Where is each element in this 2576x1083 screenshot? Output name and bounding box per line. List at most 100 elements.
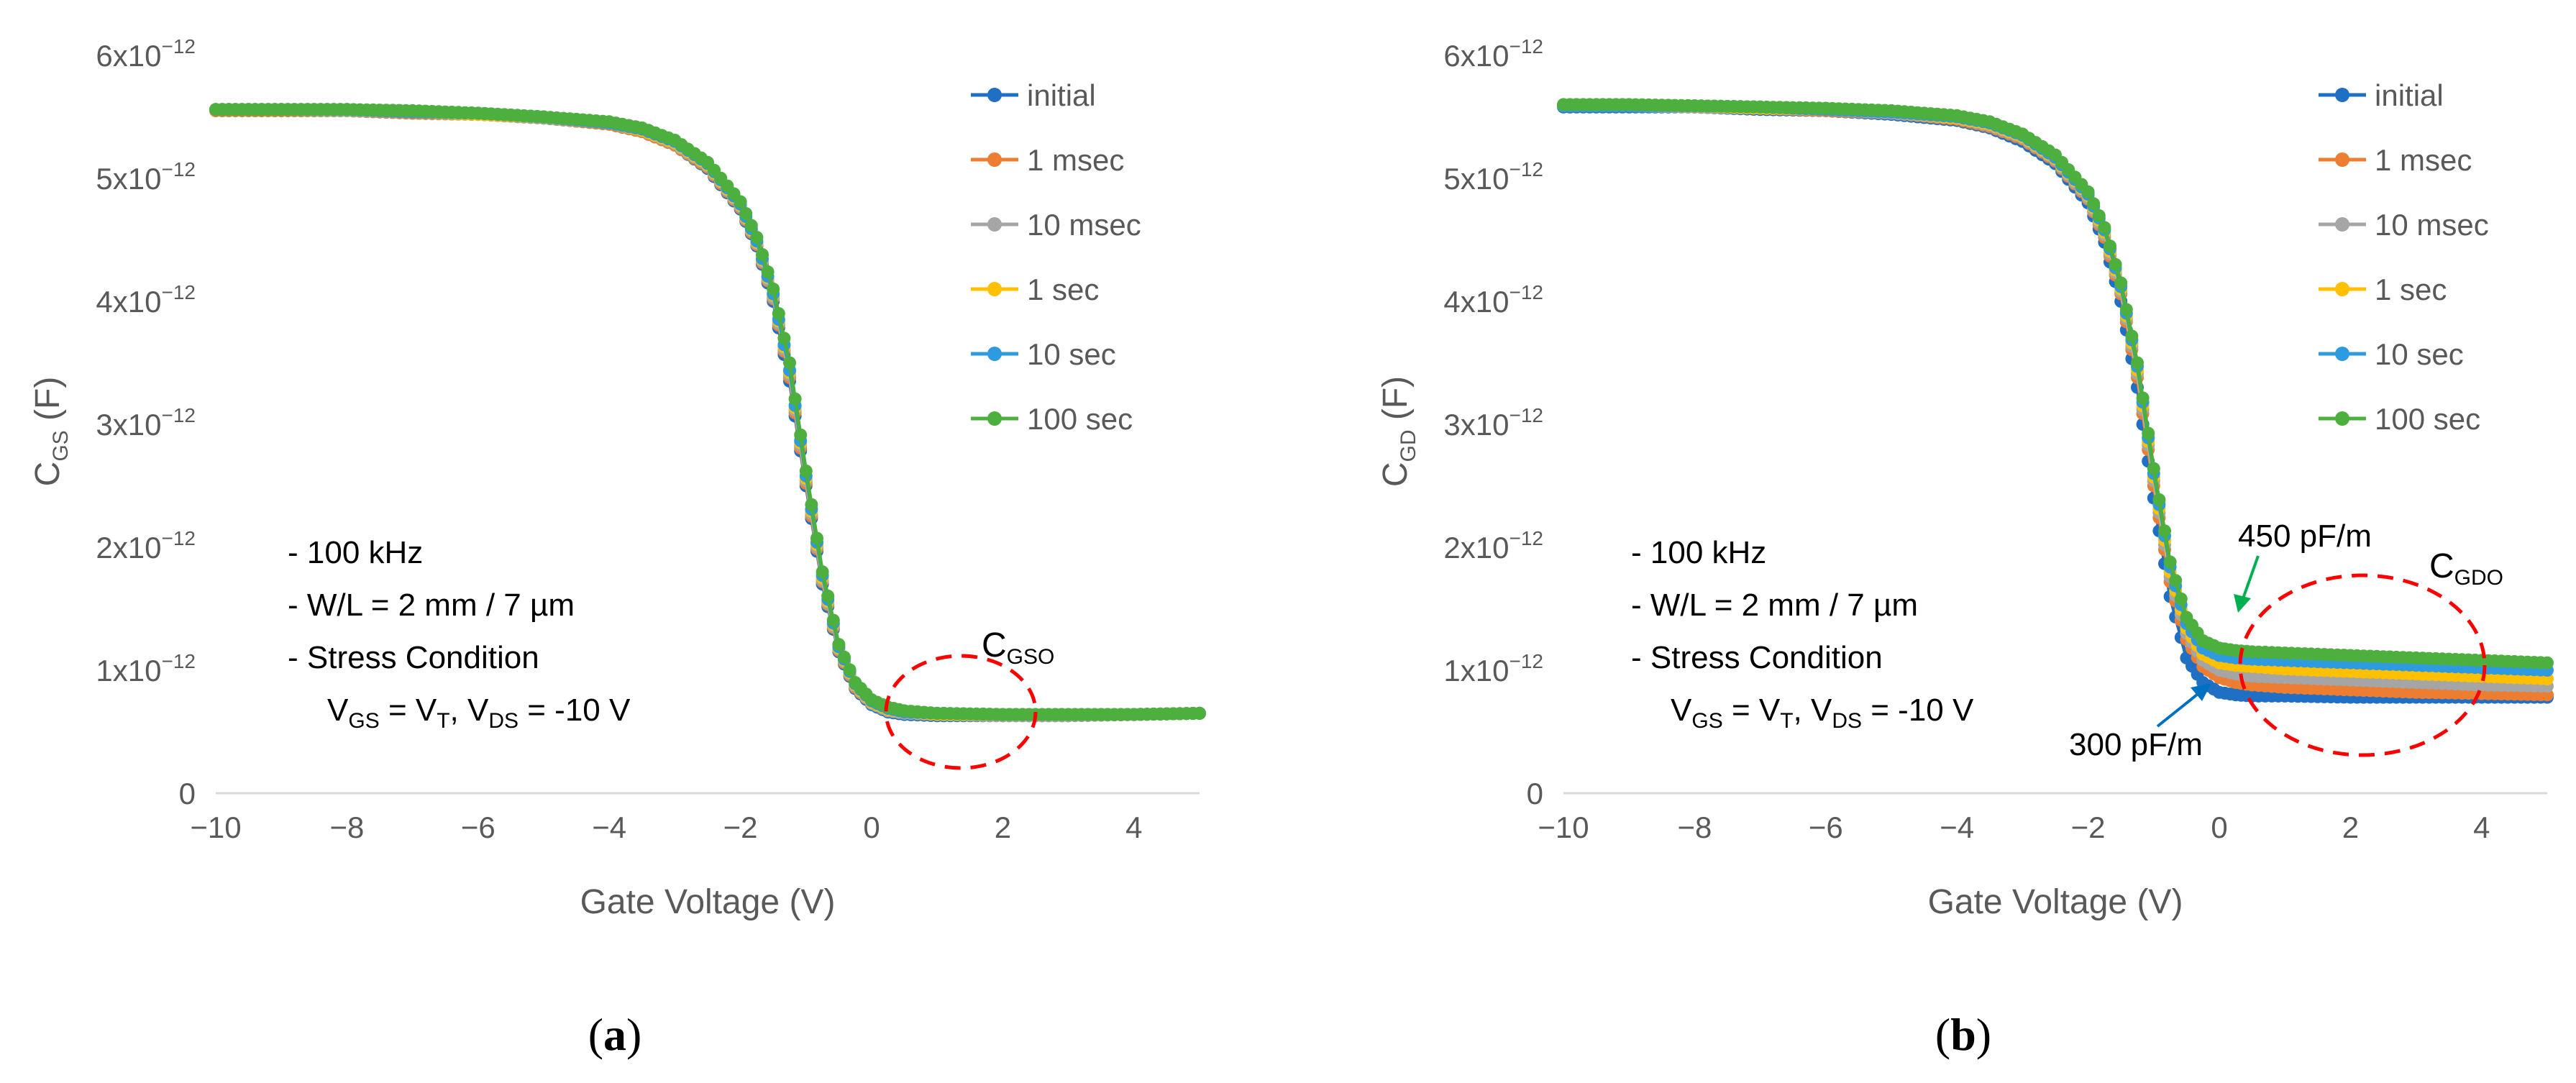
y-tick-label: 1x10−12 bbox=[96, 650, 196, 687]
data-point bbox=[2098, 221, 2111, 234]
note-wl-a: - W/L = 2 mm / 7 µm bbox=[288, 588, 575, 623]
x-tick-label: 4 bbox=[1125, 810, 1142, 844]
data-point bbox=[832, 638, 846, 652]
legend-item: 100 sec bbox=[2319, 402, 2480, 436]
x-tick-label: −6 bbox=[1809, 810, 1843, 844]
data-point bbox=[750, 231, 764, 245]
legend-label: 1 msec bbox=[1027, 143, 1124, 177]
y-tick-label: 5x10−12 bbox=[96, 158, 196, 196]
x-tick-label: −10 bbox=[1538, 810, 1589, 844]
legend-label: 10 msec bbox=[1027, 208, 1141, 242]
data-point bbox=[739, 207, 753, 220]
x-ticks-a: −10 −8 −6 −4 −2 0 2 4 bbox=[190, 810, 1142, 844]
data-point bbox=[2087, 197, 2101, 211]
legend-b: initial 1 msec 10 msec 1 sec 10 sec 100 sec bbox=[2319, 78, 2489, 436]
data-point bbox=[821, 589, 835, 603]
data-point bbox=[826, 613, 840, 627]
annotation-300: 300 pF/m bbox=[2069, 727, 2203, 762]
legend-label: 100 sec bbox=[2375, 402, 2480, 436]
data-point bbox=[761, 265, 775, 278]
legend-item: initial bbox=[2319, 78, 2444, 112]
y-ticks-a: 0 1x10−12 2x10−12 3x10−12 4x10−12 5x10−12 6x10… bbox=[96, 35, 196, 810]
y-tick-label: 6x10−12 bbox=[1443, 35, 1543, 73]
y-tick-label: 1x10−12 bbox=[1443, 650, 1543, 687]
legend-item: 1 msec bbox=[971, 143, 1124, 177]
x-tick-label: 2 bbox=[2342, 810, 2359, 844]
legend-item: 10 msec bbox=[971, 208, 1141, 242]
note-stress-b: - Stress Condition bbox=[1631, 640, 1883, 675]
legend-item: 1 sec bbox=[2319, 273, 2447, 306]
legend-label: 100 sec bbox=[1027, 402, 1133, 436]
data-point bbox=[777, 332, 791, 345]
y-tick-label: 4x10−12 bbox=[96, 281, 196, 319]
legend-swatch-marker bbox=[987, 217, 1002, 232]
y-ticks-b: 0 1x10−12 2x10−12 3x10−12 4x10−12 5x10−12 6x10… bbox=[1443, 35, 1543, 810]
x-axis-label-b: Gate Voltage (V) bbox=[1928, 883, 2183, 921]
legend-item: 10 sec bbox=[2319, 337, 2464, 371]
x-tick-label: −4 bbox=[1940, 810, 1974, 844]
circle-label-a: CGSO bbox=[982, 626, 1054, 669]
data-point bbox=[2163, 555, 2177, 569]
legend-item: 10 msec bbox=[2319, 208, 2489, 242]
data-point bbox=[838, 650, 851, 664]
series-100-sec bbox=[1557, 98, 2554, 670]
note-frequency-b: - 100 kHz bbox=[1631, 535, 1766, 570]
series-100-sec bbox=[209, 103, 1206, 721]
data-point bbox=[2081, 185, 2095, 198]
circle-label-b: CGDO bbox=[2429, 547, 2503, 590]
legend-swatch-marker bbox=[987, 411, 1002, 426]
y-tick-label: 2x10−12 bbox=[96, 527, 196, 565]
legend-swatch-marker bbox=[2335, 282, 2349, 296]
x-tick-label: −8 bbox=[329, 810, 364, 844]
highlight-circle-a bbox=[884, 654, 1038, 770]
x-tick-label: −10 bbox=[190, 810, 241, 844]
series-line bbox=[1563, 102, 2548, 665]
legend-item: 1 sec bbox=[971, 273, 1099, 306]
y-tick-label: 5x10−12 bbox=[1443, 158, 1543, 196]
data-point bbox=[2092, 209, 2106, 222]
legend-label: initial bbox=[1027, 78, 1096, 112]
legend-swatch-marker bbox=[987, 88, 1002, 102]
legend-label: 10 sec bbox=[1027, 337, 1116, 371]
y-tick-label: 0 bbox=[179, 777, 196, 810]
y-tick-label: 4x10−12 bbox=[1443, 281, 1543, 319]
arrow-450 bbox=[2241, 555, 2260, 601]
series-group-b bbox=[1557, 98, 2554, 704]
note-wl-b: - W/L = 2 mm / 7 µm bbox=[1631, 588, 1918, 623]
legend-swatch-marker bbox=[987, 282, 1002, 296]
data-point bbox=[2136, 391, 2150, 405]
arrow-450-head bbox=[2234, 594, 2251, 613]
legend-item: 10 sec bbox=[971, 337, 1116, 371]
legend-item: initial bbox=[971, 78, 1096, 112]
y-tick-label: 6x10−12 bbox=[96, 35, 196, 73]
legend-swatch-marker bbox=[2335, 217, 2349, 232]
note-condition-b: VGS = VT, VDS = -10 V bbox=[1671, 693, 1974, 733]
x-tick-label: 2 bbox=[995, 810, 1011, 844]
data-point bbox=[772, 307, 785, 321]
legend-label: initial bbox=[2375, 78, 2444, 112]
legend-item: 100 sec bbox=[971, 402, 1133, 436]
x-tick-label: 0 bbox=[863, 810, 880, 844]
data-point bbox=[2169, 574, 2183, 588]
legend-a: initial 1 msec 10 msec 1 sec 10 sec 100 sec bbox=[971, 78, 1141, 436]
x-tick-label: −6 bbox=[461, 810, 495, 844]
annotation-450: 450 pF/m bbox=[2238, 518, 2372, 554]
x-tick-label: −2 bbox=[2071, 810, 2106, 844]
y-axis-label-b: CGD (F) bbox=[1376, 376, 1420, 487]
data-point bbox=[2147, 462, 2160, 475]
y-tick-label: 0 bbox=[1527, 777, 1543, 810]
data-point bbox=[756, 248, 769, 261]
x-ticks-b: −10 −8 −6 −4 −2 0 2 4 bbox=[1538, 810, 2490, 844]
y-tick-label: 3x10−12 bbox=[1443, 404, 1543, 442]
chart-b: 0 1x10−12 2x10−12 3x10−12 4x10−12 5x10−12 6x10… bbox=[1376, 35, 2554, 1060]
y-tick-label: 3x10−12 bbox=[96, 404, 196, 442]
legend-label: 1 sec bbox=[2375, 273, 2447, 306]
legend-swatch-marker bbox=[2335, 411, 2349, 426]
x-axis-label-a: Gate Voltage (V) bbox=[580, 883, 836, 921]
data-point bbox=[2158, 524, 2171, 538]
legend-label: 1 msec bbox=[2375, 143, 2472, 177]
data-point bbox=[744, 219, 758, 232]
data-point bbox=[2119, 303, 2133, 316]
x-tick-label: −2 bbox=[723, 810, 758, 844]
